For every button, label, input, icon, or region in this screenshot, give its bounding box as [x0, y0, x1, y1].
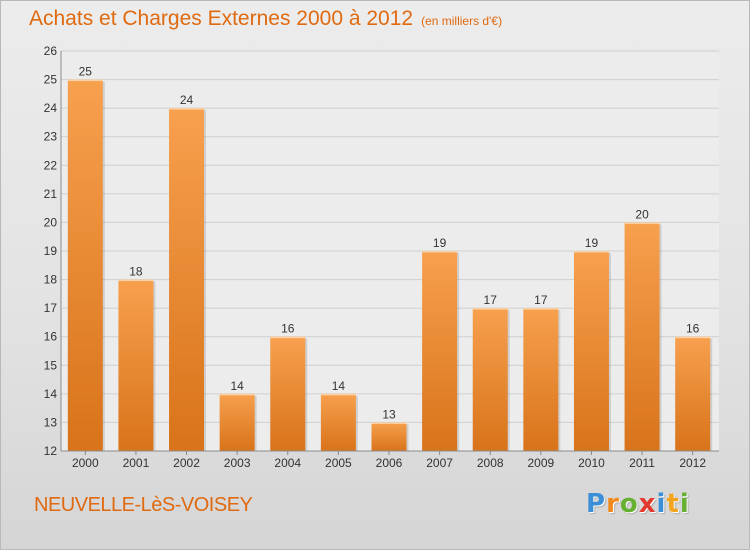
bar-value-label: 16: [686, 322, 700, 336]
x-tick-label: 2000: [72, 456, 99, 470]
bar-value-label: 25: [79, 65, 93, 79]
y-tick-label: 22: [44, 158, 58, 172]
chart-title: Achats et Charges Externes 2000 à 2012 (e…: [29, 7, 502, 31]
y-tick-label: 12: [44, 444, 58, 458]
logo-letter: r: [606, 489, 620, 519]
y-tick-label: 21: [44, 187, 58, 201]
bar: [169, 108, 205, 452]
x-tick-label: 2008: [477, 456, 504, 470]
bar-highlight: [523, 308, 559, 310]
bar: [320, 393, 356, 451]
bar-highlight: [219, 393, 255, 396]
y-tick-label: 17: [44, 301, 58, 315]
bar-value-label: 24: [180, 93, 194, 107]
x-tick-label: 2009: [527, 456, 554, 470]
proxiti-logo: Proxiti: [586, 489, 690, 519]
bar-highlight: [472, 308, 508, 310]
bar-highlight: [371, 422, 407, 424]
x-tick-label: 2006: [376, 456, 403, 470]
y-tick-label: 19: [44, 244, 58, 258]
y-tick-label: 23: [44, 130, 58, 144]
bar: [472, 308, 508, 451]
bar-highlight: [169, 108, 205, 110]
bar-value-label: 14: [230, 379, 244, 393]
logo-letter: i: [679, 489, 690, 519]
logo-letter: x: [638, 489, 657, 519]
bar-highlight: [573, 251, 609, 253]
y-tick-label: 26: [44, 44, 58, 58]
bar-highlight: [118, 279, 154, 282]
bar-value-label: 16: [281, 322, 295, 336]
bar-value-label: 17: [484, 293, 498, 307]
bar: [270, 336, 306, 451]
bar-value-label: 19: [433, 236, 447, 250]
bar-value-label: 14: [332, 379, 346, 393]
bar: [523, 308, 559, 451]
bar-highlight: [624, 222, 660, 224]
x-tick-label: 2004: [274, 456, 301, 470]
bar-value-label: 18: [129, 265, 143, 279]
chart-subtitle: (en milliers d'€): [421, 14, 503, 28]
x-tick-label: 2007: [426, 456, 453, 470]
logo-letter: o: [619, 489, 639, 519]
bar-highlight: [320, 393, 356, 396]
y-tick-label: 14: [44, 387, 58, 401]
x-tick-label: 2005: [325, 456, 352, 470]
y-tick-label: 24: [44, 101, 58, 115]
y-tick-label: 13: [44, 415, 58, 429]
bar: [371, 422, 407, 451]
bar-highlight: [422, 251, 458, 253]
bar-value-label: 19: [585, 236, 599, 250]
y-tick-label: 15: [44, 358, 58, 372]
bar: [573, 251, 609, 451]
y-tick-label: 20: [44, 215, 58, 229]
x-tick-label: 2012: [679, 456, 706, 470]
bar: [219, 393, 255, 451]
x-tick-label: 2003: [224, 456, 251, 470]
x-tick-label: 2001: [123, 456, 150, 470]
y-tick-label: 18: [44, 273, 58, 287]
bar: [624, 222, 660, 451]
bar: [422, 251, 458, 451]
bar: [67, 79, 103, 452]
bar-value-label: 13: [382, 407, 396, 421]
logo-letter: t: [666, 489, 680, 519]
bar-value-label: 17: [534, 293, 548, 307]
bar-highlight: [270, 336, 306, 339]
bar-highlight: [675, 336, 711, 339]
x-tick-label: 2010: [578, 456, 605, 470]
bar: [118, 279, 154, 451]
y-tick-label: 16: [44, 330, 58, 344]
bar-highlight: [67, 79, 103, 82]
bar-value-label: 20: [635, 207, 649, 221]
logo-letter: i: [656, 489, 667, 519]
y-tick-label: 25: [44, 73, 58, 87]
logo-letter: P: [586, 489, 607, 519]
x-tick-label: 2011: [629, 456, 655, 470]
place-name: NEUVELLE-LèS-VOISEY: [34, 494, 253, 516]
x-tick-label: 2002: [173, 456, 200, 470]
bar: [675, 336, 711, 451]
title-text: Achats et Charges Externes 2000 à 2012: [29, 7, 414, 30]
